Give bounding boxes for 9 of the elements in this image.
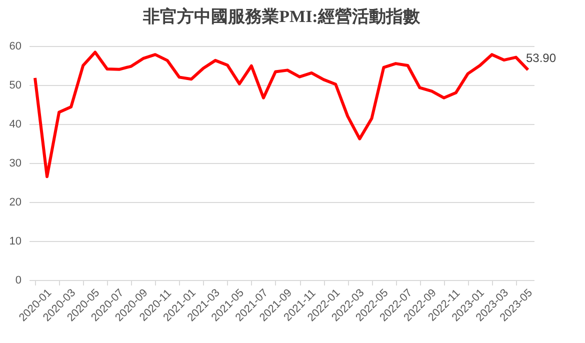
- y-tick-label: 30: [9, 158, 22, 170]
- data-label: 53.90: [526, 50, 556, 65]
- chart-title: 非官方中國服務業PMI:經營活動指數: [142, 7, 421, 26]
- y-tick-label: 20: [9, 196, 22, 208]
- y-tick-label: 50: [9, 80, 22, 92]
- y-tick-label: 0: [15, 274, 22, 286]
- y-tick-label: 10: [9, 236, 22, 248]
- y-tick-label: 40: [9, 118, 22, 130]
- y-tick-label: 60: [9, 40, 22, 52]
